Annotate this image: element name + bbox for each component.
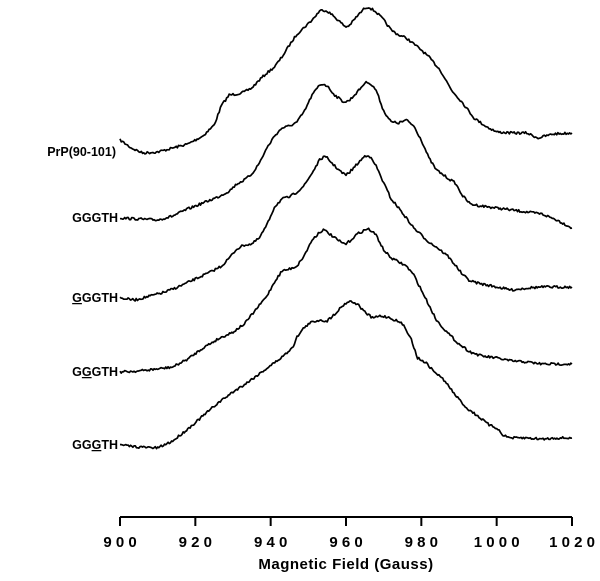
x-axis-title: Magnetic Field (Gauss) xyxy=(258,556,433,573)
spectrum-trace-3 xyxy=(119,154,573,302)
trace-label-1: PrP(90-101) xyxy=(47,145,116,159)
x-tick-label-1020: 1 0 2 0 xyxy=(549,534,595,551)
spectrum-trace-4 xyxy=(119,227,573,374)
trace-label-2: GGGTH xyxy=(72,211,118,225)
spectrum-trace-2 xyxy=(119,80,573,230)
x-tick-label-900: 9 0 0 xyxy=(103,534,136,551)
trace-label-3: GGGTH xyxy=(72,291,118,305)
x-axis-ticks: 9 0 0 9 2 0 9 4 0 9 6 0 9 8 0 1 0 0 0 1 0 2 0 xyxy=(103,517,595,551)
x-tick-label-940: 9 4 0 xyxy=(254,534,287,551)
spectra-traces xyxy=(119,7,573,450)
trace-label-5: GGGTH xyxy=(72,438,118,452)
x-tick-label-1000: 1 0 0 0 xyxy=(474,534,520,551)
trace-label-4: GGGTH xyxy=(72,365,118,379)
x-tick-label-980: 9 8 0 xyxy=(405,534,438,551)
spectrum-trace-1 xyxy=(119,7,573,155)
x-tick-label-960: 9 6 0 xyxy=(329,534,362,551)
x-tick-label-920: 9 2 0 xyxy=(179,534,212,551)
trace-labels: PrP(90-101) GGGTH GGGTH GGGTH GGGTH xyxy=(47,145,118,452)
spectrum-trace-5 xyxy=(119,300,573,450)
